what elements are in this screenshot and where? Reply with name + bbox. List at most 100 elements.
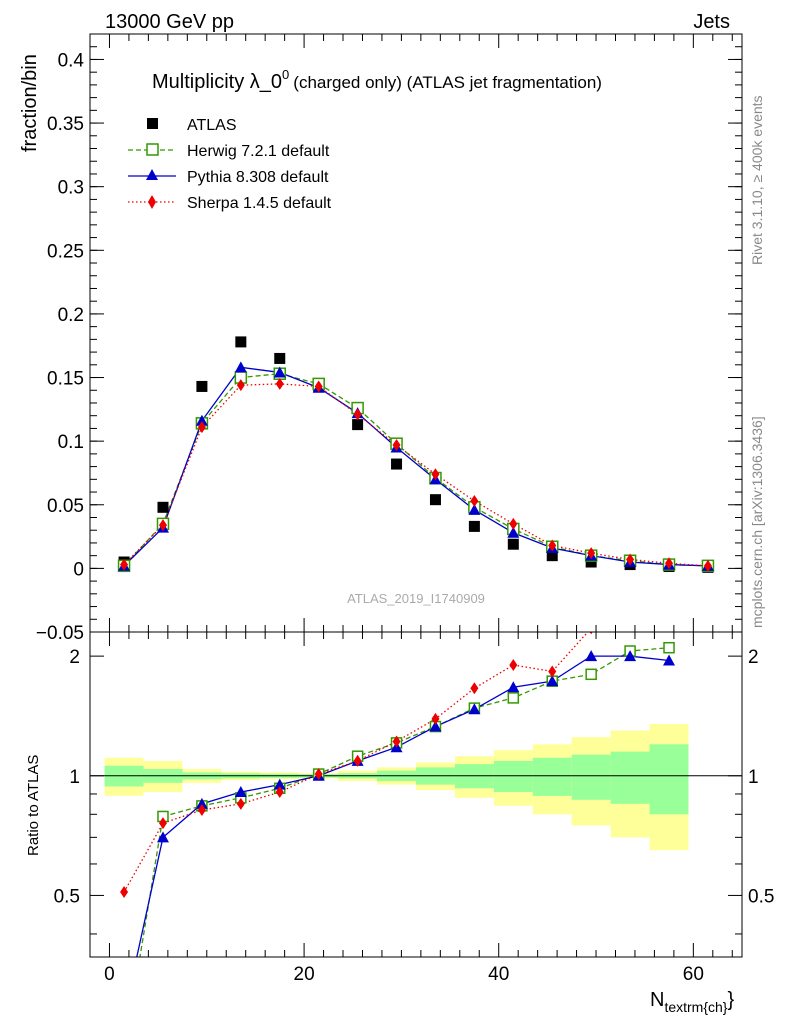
ratio-stat-band <box>649 744 689 815</box>
main-sherpa-point <box>470 494 479 507</box>
ratio-sherpa-point <box>197 804 206 817</box>
ratio-y-tick-label: 1 <box>69 767 80 788</box>
ratio-pythia-point <box>468 703 481 715</box>
main-atlas-point <box>196 380 208 392</box>
x-tick-label: 60 <box>683 964 704 985</box>
plot-title-sup: 0 <box>282 67 289 82</box>
legend-pythia-marker <box>146 169 158 180</box>
main-sherpa-point <box>392 438 401 451</box>
main-y-tick-label: −0.05 <box>36 623 84 644</box>
main-sherpa-point <box>314 380 323 393</box>
main-y-tick-label: 0.05 <box>47 496 84 517</box>
main-sherpa-point <box>626 553 635 566</box>
ratio-pythia-point <box>195 797 208 809</box>
main-panel: −0.05 0 0.05 0.1 0.15 0.2 0.25 0.3 0.35 0.4 fract… <box>19 33 743 644</box>
ratio-sherpa-point <box>353 754 362 767</box>
ratio-pythia-point <box>234 786 247 798</box>
legend-sherpa-marker <box>148 195 156 209</box>
legend-atlas-label: ATLAS <box>187 117 237 134</box>
ratio-pythia-point <box>507 681 520 693</box>
ratio-herwig-point <box>585 668 597 681</box>
x-tick-label: 0 <box>104 964 115 985</box>
main-y-tick-label: 0.3 <box>58 178 84 199</box>
x-axis-label-main: N <box>650 989 664 1011</box>
x-axis-label-sub: textrm{ch} <box>664 999 727 1015</box>
main-atlas-point <box>468 520 480 532</box>
ratio-y-tick-label-right: 2 <box>748 647 759 668</box>
main-sherpa-point <box>158 519 167 532</box>
ratio-sherpa-point <box>314 768 323 781</box>
ratio-sherpa-point <box>275 786 284 799</box>
plot-title-tail: (charged only) (ATLAS jet fragmentation) <box>293 73 602 92</box>
ratio-pythia-point <box>118 1009 130 1020</box>
ratio-ticks <box>90 632 742 957</box>
main-atlas-point <box>157 501 169 513</box>
main-sherpa-point <box>275 377 284 390</box>
ratio-sherpa-point <box>236 797 245 810</box>
ratio-herwig-line <box>139 647 670 957</box>
x-tick-label: 40 <box>488 964 509 985</box>
x-tick-label: 20 <box>294 964 315 985</box>
ratio-sherpa-point <box>509 658 518 671</box>
legend-pythia-label: Pythia 8.308 default <box>187 169 329 186</box>
main-sherpa-point <box>703 559 712 572</box>
ratio-y-tick-label: 0.5 <box>54 886 80 907</box>
ratio-herwig-point <box>507 692 520 704</box>
legend-sherpa-label: Sherpa 1.4.5 default <box>187 195 332 212</box>
header-energy-label: 13000 GeV pp <box>105 11 234 33</box>
mcplots-label: mcplots.cern.ch [arXiv:1306.3436] <box>749 416 765 628</box>
main-sherpa-point <box>236 379 245 392</box>
main-y-tick-label: 0.2 <box>58 305 84 326</box>
ratio-y-tick-label-right: 1 <box>748 767 759 788</box>
ratio-sherpa-point <box>392 735 401 748</box>
main-y-axis-label: fraction/bin <box>19 54 41 152</box>
main-atlas-point <box>585 556 597 568</box>
main-atlas-point <box>507 538 519 550</box>
ratio-panel-frame <box>89 631 743 958</box>
legend: ATLAS Herwig 7.2.1 default Pythia 8.308 … <box>128 117 332 212</box>
ratio-pythia-point <box>585 650 598 662</box>
main-sherpa-point <box>353 408 362 421</box>
header-jets-label: Jets <box>693 11 730 33</box>
rivet-label: Rivet 3.1.10, ≥ 400k events <box>749 95 765 265</box>
ratio-y-tick-labels: 0.5 0.5 1 1 2 2 <box>54 647 775 907</box>
main-pythia-point <box>234 361 247 373</box>
x-tick-labels: 0 20 40 60 <box>104 964 704 985</box>
ratio-sherpa-point <box>626 619 634 631</box>
ratio-pythia-point <box>429 720 442 732</box>
legend-herwig-marker <box>146 143 159 156</box>
main-sherpa-point <box>665 557 674 570</box>
main-sherpa-point <box>197 421 206 434</box>
main-sherpa-point <box>431 468 440 481</box>
ratio-sherpa-line <box>123 632 589 893</box>
ratio-panel: 0.5 0.5 1 1 2 2 0 20 40 60 Ratio to ATLAS Ntextr… <box>25 619 775 1020</box>
ratio-stat-band <box>610 751 650 804</box>
main-atlas-point <box>429 494 441 506</box>
ratio-pythia-line <box>136 655 670 957</box>
x-axis-label: Ntextrm{ch}} <box>650 989 734 1015</box>
main-pythia-point <box>468 503 481 515</box>
main-sherpa-point <box>548 539 557 552</box>
ratio-y-tick-label-right: 0.5 <box>748 886 774 907</box>
ratio-sherpa-point <box>470 682 479 695</box>
main-sherpa-point <box>509 517 518 530</box>
main-y-tick-labels: −0.05 0 0.05 0.1 0.15 0.2 0.25 0.3 0.35 0.4 <box>36 50 85 644</box>
main-y-tick-label: 0.35 <box>47 114 84 135</box>
ratio-sherpa-point <box>120 886 129 899</box>
analysis-watermark: ATLAS_2019_I1740909 <box>347 591 485 606</box>
main-atlas-point <box>274 352 286 364</box>
main-pythia-point <box>273 366 286 378</box>
main-herwig-line <box>123 373 708 567</box>
ratio-sherpa-point <box>589 632 593 635</box>
main-y-tick-label: 0.25 <box>47 241 84 262</box>
plot-title-main: Multiplicity λ_0 <box>152 71 282 93</box>
ratio-pythia-point <box>273 778 286 790</box>
main-atlas-point <box>352 419 364 431</box>
main-atlas-point <box>546 550 558 562</box>
x-axis-label-close: } <box>727 989 734 1011</box>
legend-atlas-marker <box>147 118 158 129</box>
ratio-herwig-point <box>663 641 675 654</box>
main-pythia-point <box>195 414 208 426</box>
main-y-tick-label: 0.1 <box>58 432 84 453</box>
